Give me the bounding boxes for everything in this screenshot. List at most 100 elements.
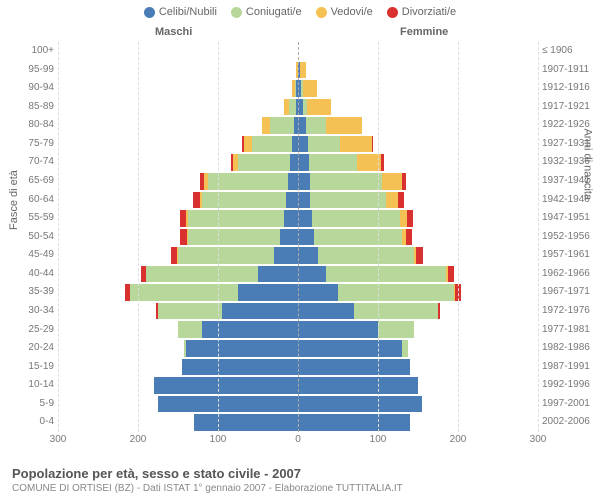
bar-segment	[298, 136, 308, 153]
legend-label: Coniugati/e	[246, 6, 302, 18]
female-bar	[298, 266, 538, 283]
male-bar	[58, 321, 298, 338]
bar-segment	[314, 229, 402, 246]
legend-label: Celibi/Nubili	[159, 6, 217, 18]
bar-segment	[288, 173, 298, 190]
female-bar	[298, 173, 538, 190]
grid-line	[458, 42, 459, 432]
male-bar	[58, 80, 298, 97]
grid-line	[218, 42, 219, 432]
legend-swatch	[316, 7, 327, 18]
age-label: 70-74	[14, 153, 54, 172]
bar-segment	[298, 192, 310, 209]
female-bar	[298, 396, 538, 413]
legend-swatch	[387, 7, 398, 18]
male-bar	[58, 229, 298, 246]
male-bar	[58, 173, 298, 190]
grid-line	[538, 42, 539, 432]
bar-segment	[158, 303, 222, 320]
birth-year-label: 1967-1971	[542, 283, 598, 302]
bar-segment	[158, 396, 298, 413]
legend-swatch	[231, 7, 242, 18]
age-label: 55-59	[14, 209, 54, 228]
birth-year-label: 1962-1966	[542, 265, 598, 284]
female-bar	[298, 210, 538, 227]
bar-segment	[372, 136, 374, 153]
male-bar	[58, 340, 298, 357]
bar-segment	[284, 210, 298, 227]
female-bar	[298, 62, 538, 79]
bar-segment	[208, 173, 288, 190]
male-bar	[58, 210, 298, 227]
age-label: 85-89	[14, 98, 54, 117]
male-bar	[58, 62, 298, 79]
bar-segment	[244, 136, 252, 153]
bar-segment	[298, 340, 402, 357]
female-bar	[298, 414, 538, 431]
birth-year-label: 1997-2001	[542, 395, 598, 414]
bar-segment	[298, 321, 378, 338]
bar-segment	[202, 321, 298, 338]
birth-year-label: 1972-1976	[542, 302, 598, 321]
grid-line	[378, 42, 379, 432]
bar-segment	[262, 117, 270, 134]
bar-segment	[188, 229, 280, 246]
bar-segment	[307, 99, 331, 116]
x-axis-ticks: 3002001000100200300	[58, 434, 538, 448]
birth-year-label: 1977-1981	[542, 321, 598, 340]
male-bar	[58, 377, 298, 394]
male-bar	[58, 136, 298, 153]
legend-item: Celibi/Nubili	[144, 6, 217, 18]
bar-segment	[298, 173, 310, 190]
age-label: 45-49	[14, 246, 54, 265]
birth-year-label: 1927-1931	[542, 135, 598, 154]
bar-segment	[406, 229, 412, 246]
birth-year-label: 1947-1951	[542, 209, 598, 228]
bar-segment	[252, 136, 292, 153]
legend-swatch	[144, 7, 155, 18]
bar-segment	[298, 266, 326, 283]
female-bar	[298, 284, 538, 301]
bar-segment	[381, 154, 383, 171]
bar-segment	[438, 303, 440, 320]
birth-year-label: 1982-1986	[542, 339, 598, 358]
male-bar	[58, 284, 298, 301]
bar-segment	[298, 210, 312, 227]
birth-year-label: 1922-1926	[542, 116, 598, 135]
age-label: 35-39	[14, 283, 54, 302]
bar-segment	[318, 247, 414, 264]
bar-segment	[202, 192, 286, 209]
male-bar	[58, 154, 298, 171]
age-label: 60-64	[14, 191, 54, 210]
legend-item: Vedovi/e	[316, 6, 373, 18]
age-label: 100+	[14, 42, 54, 61]
bar-segment	[280, 229, 298, 246]
x-tick-label: 200	[130, 434, 147, 445]
chart-title: Popolazione per età, sesso e stato civil…	[12, 466, 403, 481]
chart-subtitle: COMUNE DI ORTISEI (BZ) - Dati ISTAT 1° g…	[12, 483, 403, 494]
bar-segment	[402, 340, 408, 357]
chart-area	[58, 42, 538, 432]
bar-segment	[326, 117, 362, 134]
center-axis	[298, 42, 299, 432]
bar-segment	[286, 192, 298, 209]
bar-segment	[182, 359, 298, 376]
bar-segment	[298, 359, 410, 376]
bar-segment	[186, 340, 298, 357]
male-bar	[58, 359, 298, 376]
male-bar	[58, 99, 298, 116]
age-label: 50-54	[14, 228, 54, 247]
birth-year-label: 1987-1991	[542, 358, 598, 377]
birth-year-label: 1952-1956	[542, 228, 598, 247]
female-header: Femmine	[400, 26, 448, 38]
age-label: 0-4	[14, 413, 54, 432]
bar-segment	[194, 414, 298, 431]
age-label: 75-79	[14, 135, 54, 154]
bar-segment	[300, 62, 306, 79]
bar-segment	[258, 266, 298, 283]
birth-year-label: 1942-1946	[542, 191, 598, 210]
male-bar	[58, 117, 298, 134]
male-bar	[58, 43, 298, 60]
bar-segment	[308, 136, 340, 153]
bar-segment	[448, 266, 454, 283]
